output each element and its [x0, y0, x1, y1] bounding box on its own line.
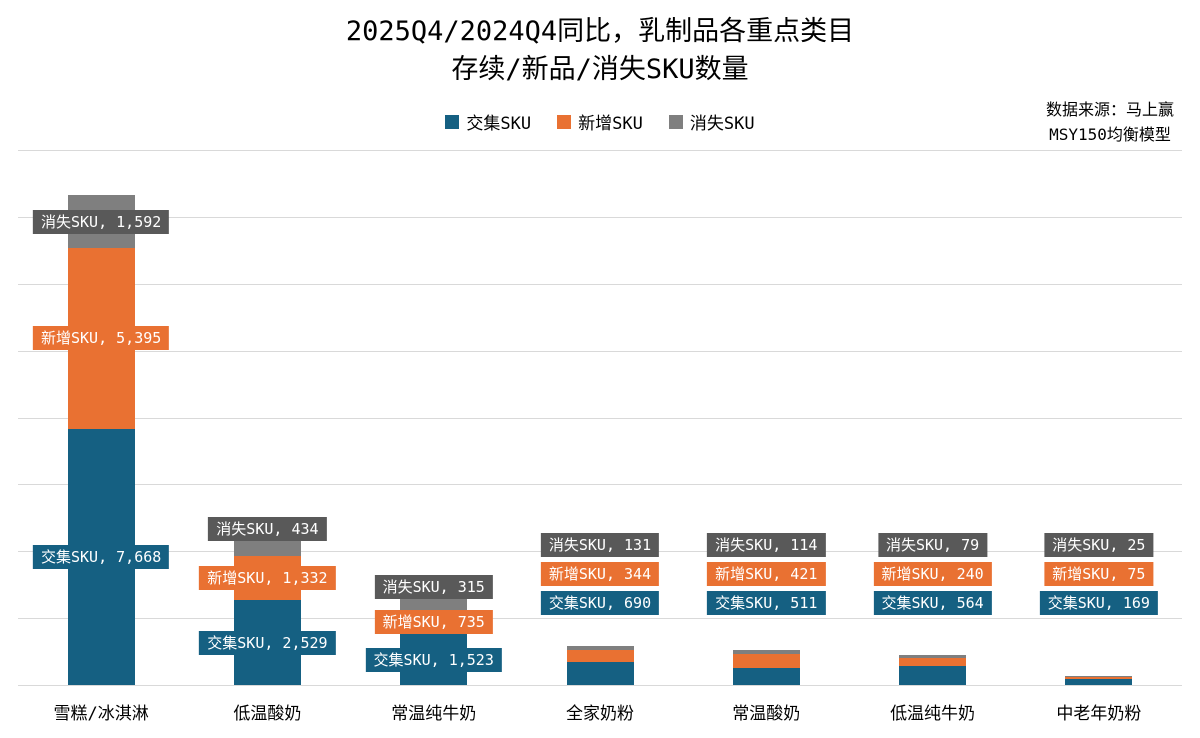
bar-segment: [1065, 676, 1133, 677]
data-label: 消失SKU, 25: [1044, 533, 1154, 557]
legend-label: 消失SKU: [689, 114, 755, 134]
bar-segment: [732, 667, 800, 685]
chart-title: 2025Q4/2024Q4同比，乳制品各重点类目 存续/新品/消失SKU数量: [0, 13, 1200, 89]
bar-segment: [732, 650, 800, 654]
legend-swatch-icon: [668, 114, 683, 129]
legend-swatch-icon: [445, 114, 460, 129]
data-label: 交集SKU, 2,529: [199, 630, 336, 655]
bar-segment: [732, 653, 800, 668]
bar-segment: [566, 661, 634, 685]
data-label: 新增SKU, 75: [1044, 562, 1154, 586]
bar-segment: [566, 646, 634, 651]
gridline: [18, 618, 1182, 620]
category-label: 低温纯牛奶: [890, 704, 976, 724]
bar-segment: [400, 598, 468, 610]
category-label: 常温纯牛奶: [391, 704, 477, 724]
data-label: 交集SKU, 511: [707, 591, 826, 615]
bar-segment: [1065, 676, 1133, 680]
gridline: [18, 484, 1182, 486]
data-label: 交集SKU, 1,523: [365, 647, 502, 672]
category-label: 低温酸奶: [233, 704, 302, 724]
legend-label: 交集SKU: [466, 114, 532, 134]
bar-segment: [899, 655, 967, 659]
data-label: 交集SKU, 690: [540, 591, 660, 615]
data-label: 新增SKU, 735: [374, 609, 493, 634]
plot-area: 交集SKU, 7,668 新增SKU, 5,395 消失SKU, 1,592 交集SK…: [18, 150, 1182, 686]
gridline: [18, 350, 1182, 352]
data-label: 交集SKU, 169: [1039, 591, 1158, 615]
data-label: 交集SKU, 7,668: [32, 544, 170, 569]
data-label: 新增SKU, 240: [873, 562, 992, 586]
legend-item: 消失SKU: [668, 109, 755, 134]
chart-title-line1: 2025Q4/2024Q4同比，乳制品各重点类目: [345, 16, 855, 47]
legend-item: 新增SKU: [557, 109, 643, 134]
gridline: [18, 417, 1182, 419]
bar-segment: [566, 650, 634, 662]
legend-label: 新增SKU: [578, 114, 643, 134]
gridline: [18, 283, 1182, 285]
data-label: 新增SKU, 421: [707, 562, 826, 586]
bar-segment: [1065, 679, 1133, 685]
data-source-line2: MSY150均衡模型: [1049, 125, 1171, 144]
gridline: [18, 150, 1182, 151]
data-label: 消失SKU, 1,592: [32, 209, 170, 234]
data-label: 新增SKU, 5,395: [32, 326, 170, 351]
category-label: 常温酸奶: [732, 704, 801, 724]
bar-segment: [233, 541, 301, 556]
gridline: [18, 216, 1182, 218]
data-label: 新增SKU, 1,332: [199, 566, 336, 591]
gridline: [18, 685, 1182, 686]
data-label: 消失SKU, 131: [540, 533, 660, 557]
data-label: 交集SKU, 564: [873, 591, 992, 615]
data-label: 消失SKU, 434: [208, 517, 327, 542]
bar-segment: [899, 666, 967, 685]
data-label: 消失SKU, 114: [707, 533, 826, 557]
legend: 交集SKU 新增SKU 消失SKU: [0, 109, 1200, 134]
data-label: 消失SKU, 79: [877, 533, 988, 557]
legend-item: 交集SKU: [445, 109, 531, 134]
category-label: 全家奶粉: [566, 704, 634, 724]
legend-swatch-icon: [557, 114, 572, 129]
data-source-line1: 数据来源：马上赢: [1045, 100, 1174, 119]
category-label: 中老年奶粉: [1056, 704, 1142, 724]
data-source-note: 数据来源：马上赢 MSY150均衡模型: [1046, 97, 1174, 147]
chart-title-line2: 存续/新品/消失SKU数量: [451, 54, 749, 85]
category-label: 雪糕/冰淇淋: [53, 704, 149, 724]
data-label: 新增SKU, 344: [540, 562, 660, 586]
data-label: 消失SKU, 315: [374, 574, 493, 599]
bar-segment: [899, 658, 967, 667]
